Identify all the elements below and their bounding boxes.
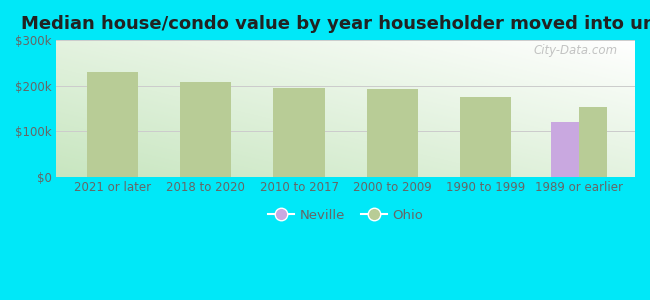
Bar: [180, 82, 231, 177]
Bar: [87, 72, 138, 177]
Bar: [460, 97, 512, 177]
Bar: [367, 89, 418, 177]
Text: City-Data.com: City-Data.com: [534, 44, 618, 57]
Bar: [579, 107, 607, 177]
Bar: [274, 88, 325, 177]
Bar: [551, 122, 579, 177]
Legend: Neville, Ohio: Neville, Ohio: [263, 204, 429, 227]
Title: Median house/condo value by year householder moved into unit: Median house/condo value by year househo…: [21, 15, 650, 33]
